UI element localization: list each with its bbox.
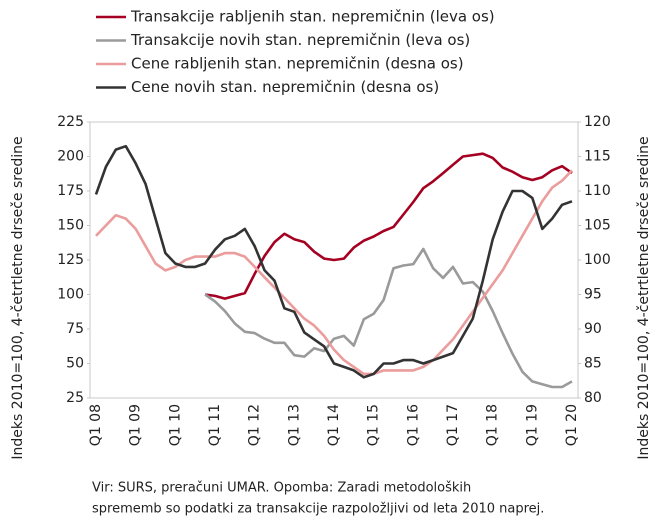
y2-tick-label: 120 — [584, 114, 611, 130]
x-tick-label: Q1 18 — [485, 404, 501, 446]
y2-tick-label: 100 — [584, 252, 611, 268]
y-tick-label: 175 — [57, 183, 84, 199]
legend-label: Transakcije rabljenih stan. nepremičnin … — [130, 8, 495, 26]
y2-tick-label: 95 — [584, 287, 602, 303]
x-tick-label: Q1 09 — [128, 404, 144, 446]
x-tick-label: Q1 20 — [564, 404, 580, 446]
x-tick-label: Q1 19 — [524, 404, 540, 446]
y-tick-label: 25 — [66, 390, 84, 406]
y2-tick-label: 85 — [584, 356, 602, 372]
y-tick-label: 50 — [66, 356, 84, 372]
y2-tick-label: 90 — [584, 321, 602, 337]
y-tick-label: 200 — [57, 149, 84, 165]
y2-tick-label: 105 — [584, 218, 611, 234]
y2-tick-label: 110 — [584, 183, 611, 199]
note-line: sprememb so podatki za transakcije razpo… — [92, 502, 544, 517]
x-tick-label: Q1 13 — [286, 404, 302, 446]
legend-label: Cene novih stan. nepremičnin (desna os) — [131, 78, 439, 96]
y-tick-label: 75 — [66, 321, 84, 337]
y2-axis-title: Indeks 2010=100, 4-četrtletne drseče sre… — [636, 136, 652, 459]
x-tick-label: Q1 17 — [445, 404, 461, 446]
x-tick-label: Q1 08 — [88, 404, 104, 446]
x-tick-label: Q1 15 — [366, 404, 382, 446]
legend-label: Transakcije novih stan. nepremičnin (lev… — [130, 31, 470, 49]
series-line — [204, 152, 573, 300]
legend-label: Cene rabljenih stan. nepremičnin (desna … — [131, 55, 464, 73]
x-tick-label: Q1 14 — [326, 404, 342, 446]
series-line — [94, 144, 573, 379]
y2-tick-label: 80 — [584, 390, 602, 406]
x-tick-label: Q1 11 — [207, 404, 223, 446]
x-tick-label: Q1 10 — [167, 404, 183, 446]
y-tick-label: 225 — [57, 114, 84, 130]
y-tick-label: 150 — [57, 218, 84, 234]
x-tick-label: Q1 16 — [405, 404, 421, 446]
note-line: Vir: SURS, preračuni UMAR. Opomba: Zarad… — [92, 481, 471, 496]
x-tick-label: Q1 12 — [247, 404, 263, 446]
series-line — [204, 247, 573, 389]
series-line — [95, 169, 573, 376]
y2-tick-label: 115 — [584, 149, 611, 165]
y-axis-title: Indeks 2010=100, 4-četrtletne drseče sre… — [10, 136, 26, 459]
y-tick-label: 125 — [57, 252, 84, 268]
y-tick-label: 100 — [57, 287, 84, 303]
